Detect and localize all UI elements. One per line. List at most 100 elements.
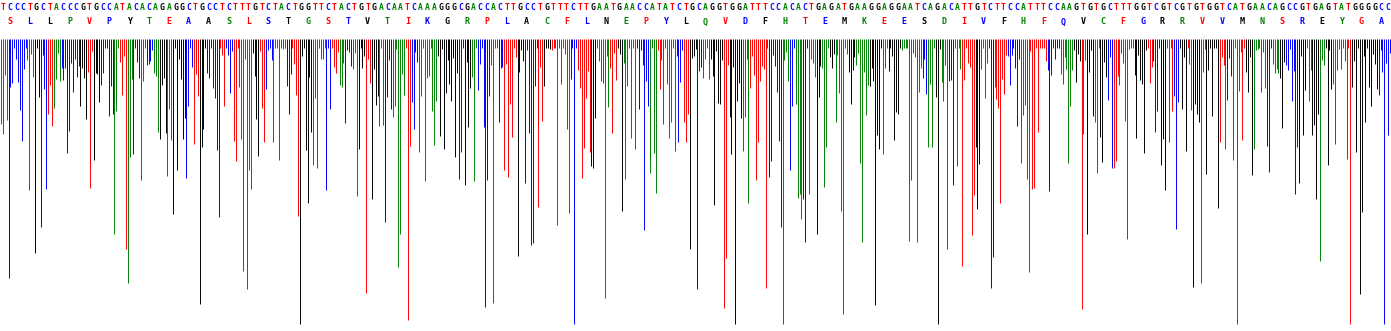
Text: G: G — [1193, 3, 1198, 12]
Text: A: A — [186, 18, 192, 26]
Text: C: C — [206, 3, 211, 12]
Text: C: C — [385, 3, 389, 12]
Text: G: G — [1160, 3, 1164, 12]
Text: C: C — [498, 3, 502, 12]
Text: A: A — [1273, 3, 1277, 12]
Text: T: T — [232, 3, 238, 12]
Text: G: G — [179, 3, 185, 12]
Text: S: S — [266, 18, 271, 26]
Text: G: G — [894, 3, 900, 12]
Text: C: C — [789, 3, 794, 12]
Text: A: A — [424, 3, 430, 12]
Text: T: T — [1002, 3, 1006, 12]
Text: C: C — [676, 3, 682, 12]
Text: G: G — [709, 3, 715, 12]
Text: T: T — [961, 3, 967, 12]
Text: C: C — [100, 3, 106, 12]
Text: L: L — [246, 18, 250, 26]
Text: G: G — [1074, 3, 1079, 12]
Text: A: A — [862, 3, 867, 12]
Text: T: T — [584, 3, 588, 12]
Text: M: M — [842, 18, 847, 26]
Text: C: C — [484, 3, 490, 12]
Text: G: G — [1206, 3, 1212, 12]
Text: A: A — [1067, 3, 1072, 12]
Text: C: C — [325, 3, 330, 12]
Text: T: T — [273, 3, 277, 12]
Text: G: G — [815, 3, 821, 12]
Text: T: T — [842, 3, 847, 12]
Text: T: T — [657, 3, 662, 12]
Text: A: A — [431, 3, 437, 12]
Text: R: R — [465, 18, 470, 26]
Text: G: G — [517, 3, 523, 12]
Text: T: T — [246, 3, 250, 12]
Text: C: C — [644, 3, 648, 12]
Text: C: C — [134, 3, 138, 12]
Text: R: R — [1160, 18, 1166, 26]
Text: G: G — [1366, 3, 1370, 12]
Text: E: E — [623, 18, 629, 26]
Text: T: T — [968, 3, 972, 12]
Text: T: T — [332, 3, 337, 12]
Text: T: T — [995, 3, 999, 12]
Text: G: G — [253, 3, 257, 12]
Text: C: C — [14, 3, 19, 12]
Text: T: T — [405, 3, 410, 12]
Text: C: C — [67, 3, 72, 12]
Text: A: A — [822, 3, 828, 12]
Text: T: T — [120, 3, 125, 12]
Text: G: G — [1213, 3, 1219, 12]
Text: G: G — [590, 3, 595, 12]
Text: K: K — [424, 18, 430, 26]
Text: G: G — [160, 3, 164, 12]
Text: I: I — [961, 18, 967, 26]
Text: C: C — [949, 3, 953, 12]
Text: T: T — [285, 18, 291, 26]
Text: S: S — [7, 18, 13, 26]
Text: A: A — [392, 3, 396, 12]
Text: D: D — [942, 18, 946, 26]
Text: C: C — [524, 3, 529, 12]
Text: C: C — [1285, 3, 1291, 12]
Text: G: G — [690, 3, 694, 12]
Text: T: T — [88, 3, 92, 12]
Text: T: T — [1345, 3, 1351, 12]
Text: N: N — [1259, 18, 1264, 26]
Text: T: T — [239, 3, 245, 12]
Text: C: C — [227, 3, 231, 12]
Text: A: A — [1378, 18, 1384, 26]
Text: T: T — [345, 18, 351, 26]
Text: R: R — [1180, 18, 1185, 26]
Text: C: C — [803, 3, 807, 12]
Text: C: C — [107, 3, 111, 12]
Text: T: T — [193, 3, 198, 12]
Text: V: V — [1199, 18, 1205, 26]
Text: C: C — [1292, 3, 1298, 12]
Text: P: P — [67, 18, 72, 26]
Text: T: T — [723, 3, 727, 12]
Text: G: G — [889, 3, 893, 12]
Text: A: A — [855, 3, 860, 12]
Text: T: T — [670, 3, 675, 12]
Text: V: V — [86, 18, 92, 26]
Text: V: V — [1220, 18, 1224, 26]
Text: G: G — [1134, 3, 1138, 12]
Text: E: E — [882, 18, 887, 26]
Text: T: T — [1239, 3, 1245, 12]
Text: T: T — [1120, 3, 1125, 12]
Text: G: G — [849, 3, 854, 12]
Text: A: A — [1061, 3, 1066, 12]
Text: A: A — [630, 3, 636, 12]
Text: A: A — [882, 3, 886, 12]
Text: A: A — [127, 3, 132, 12]
Text: G: G — [716, 3, 721, 12]
Text: Q: Q — [1060, 18, 1066, 26]
Text: T: T — [563, 3, 569, 12]
Text: G: G — [1100, 3, 1106, 12]
Text: A: A — [398, 3, 403, 12]
Text: C: C — [213, 3, 218, 12]
Text: T: T — [1306, 3, 1310, 12]
Text: T: T — [1333, 3, 1337, 12]
Text: G: G — [1180, 3, 1185, 12]
